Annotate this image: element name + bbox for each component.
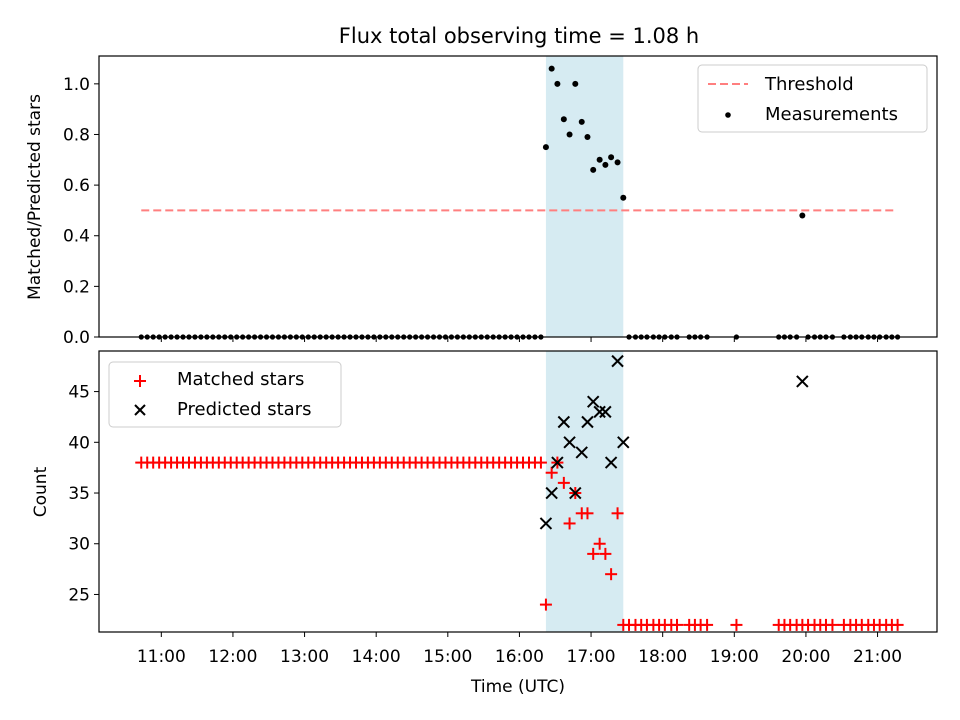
predicted-star-marker xyxy=(604,456,618,469)
matched-star-marker xyxy=(587,547,600,560)
x-tick-label: 18:00 xyxy=(638,647,687,667)
top-measurement-points xyxy=(138,65,901,340)
matched-star-marker xyxy=(611,507,624,520)
bottom-y-axis-label: Count xyxy=(31,466,51,517)
predicted-star-marker xyxy=(611,354,624,368)
x-tick-label: 19:00 xyxy=(710,647,759,667)
x-tick-label: 14:00 xyxy=(352,647,401,667)
matched-star-marker xyxy=(891,618,904,631)
measurement-point xyxy=(572,80,579,87)
bottom-legend-box xyxy=(108,361,342,428)
x-tick-label: 20:00 xyxy=(781,647,830,667)
chart-title: Flux total observing time = 1.08 h xyxy=(339,24,699,48)
matched-stars-markers xyxy=(135,456,904,631)
measurement-point xyxy=(602,161,609,168)
matched-star-marker xyxy=(701,618,714,631)
matched-star-marker xyxy=(605,568,618,581)
measurement-point xyxy=(566,131,573,138)
bottom-y-tick-label: 40 xyxy=(68,433,90,453)
x-tick-label: 15:00 xyxy=(423,647,472,667)
predicted-star-marker xyxy=(599,405,612,419)
top-y-tick-label: 0.6 xyxy=(63,176,90,196)
matched-star-marker xyxy=(581,507,594,520)
measurement-point xyxy=(578,118,585,125)
measurement-point xyxy=(548,65,555,72)
matched-star-marker xyxy=(545,466,558,479)
predicted-star-marker xyxy=(557,415,571,429)
top-x-ticks xyxy=(160,337,879,342)
measurement-point xyxy=(560,116,567,123)
measurement-point xyxy=(554,80,561,87)
threshold-legend-label: Threshold xyxy=(764,74,854,95)
bottom-legend: Matched stars Predicted stars xyxy=(108,361,342,428)
predicted-star-marker xyxy=(563,436,576,449)
predicted-star-marker xyxy=(581,415,594,429)
x-tick-label: 11:00 xyxy=(137,647,186,667)
matched-star-marker xyxy=(671,618,684,631)
predicted-star-marker xyxy=(617,436,630,449)
matched-star-marker xyxy=(563,517,576,530)
predicted-star-marker xyxy=(796,375,809,388)
predicted-star-marker xyxy=(545,486,558,500)
x-tick-label: 13:00 xyxy=(280,647,329,667)
x-axis-label: Time (UTC) xyxy=(470,677,565,697)
predicted-star-marker xyxy=(569,486,582,500)
predicted-legend-swatch xyxy=(134,404,146,416)
measurement-point xyxy=(608,154,615,161)
top-panel: 0.0 0.2 0.4 0.6 0.8 1.0 Matched/Predicted sta… xyxy=(25,55,938,348)
bottom-axes-frame xyxy=(98,350,938,633)
bottom-shaded-region xyxy=(545,351,624,632)
measurements-legend-label: Measurements xyxy=(765,104,898,125)
top-axes-frame xyxy=(98,55,938,338)
x-tick-label: 12:00 xyxy=(208,647,257,667)
predicted-star-marker xyxy=(586,395,600,408)
measurement-point xyxy=(542,144,549,151)
bottom-x-ticks: 11:00 12:00 13:00 14:00 15:00 16:00 17:00 18:00… xyxy=(137,632,902,667)
top-y-ticks: 0.0 0.2 0.4 0.6 0.8 1.0 xyxy=(63,75,99,348)
bottom-y-ticks: 25 30 35 40 45 xyxy=(68,383,99,605)
matched-star-marker xyxy=(593,537,606,550)
x-tick-label: 17:00 xyxy=(567,647,616,667)
x-tick-label: 16:00 xyxy=(495,647,544,667)
top-y-tick-label: 1.0 xyxy=(63,75,90,95)
top-y-tick-label: 0.8 xyxy=(63,125,90,145)
measurement-point xyxy=(620,194,627,201)
matched-star-marker xyxy=(730,618,743,631)
top-legend-box xyxy=(697,64,928,133)
bottom-y-tick-label: 25 xyxy=(68,585,90,605)
predicted-legend-label: Predicted stars xyxy=(177,399,311,420)
top-y-tick-label: 0.2 xyxy=(63,277,90,297)
matched-star-marker xyxy=(539,598,552,611)
top-y-tick-label: 0.0 xyxy=(63,328,90,348)
predicted-star-marker xyxy=(593,405,606,419)
measurement-point xyxy=(590,166,597,173)
measurement-point xyxy=(799,212,806,219)
matched-star-marker xyxy=(826,618,839,631)
measurement-point xyxy=(584,134,591,141)
matched-star-marker xyxy=(599,547,612,560)
bottom-y-tick-label: 45 xyxy=(68,383,90,403)
matched-star-marker xyxy=(557,476,570,489)
bottom-y-tick-label: 35 xyxy=(68,484,90,504)
measurement-point xyxy=(614,159,621,166)
x-tick-label: 21:00 xyxy=(853,647,902,667)
predicted-star-marker xyxy=(539,517,553,530)
predicted-stars-markers xyxy=(539,354,809,530)
matched-star-marker xyxy=(534,456,547,469)
top-legend: Threshold Measurements xyxy=(697,64,928,133)
bottom-panel: 25 30 35 40 45 11:00 12:00 13:00 14:00 15:00 16:0… xyxy=(31,350,938,697)
bottom-y-tick-label: 30 xyxy=(68,535,90,555)
measurement-point xyxy=(596,156,603,163)
matched-legend-label: Matched stars xyxy=(177,369,304,390)
matched-legend-swatch xyxy=(134,375,146,387)
predicted-star-marker xyxy=(575,446,588,459)
top-y-tick-label: 0.4 xyxy=(63,227,90,247)
predicted-star-marker xyxy=(551,456,564,469)
measurements-legend-swatch xyxy=(725,112,731,118)
top-shaded-region xyxy=(545,56,624,337)
top-y-axis-label: Matched/Predicted stars xyxy=(25,94,45,300)
